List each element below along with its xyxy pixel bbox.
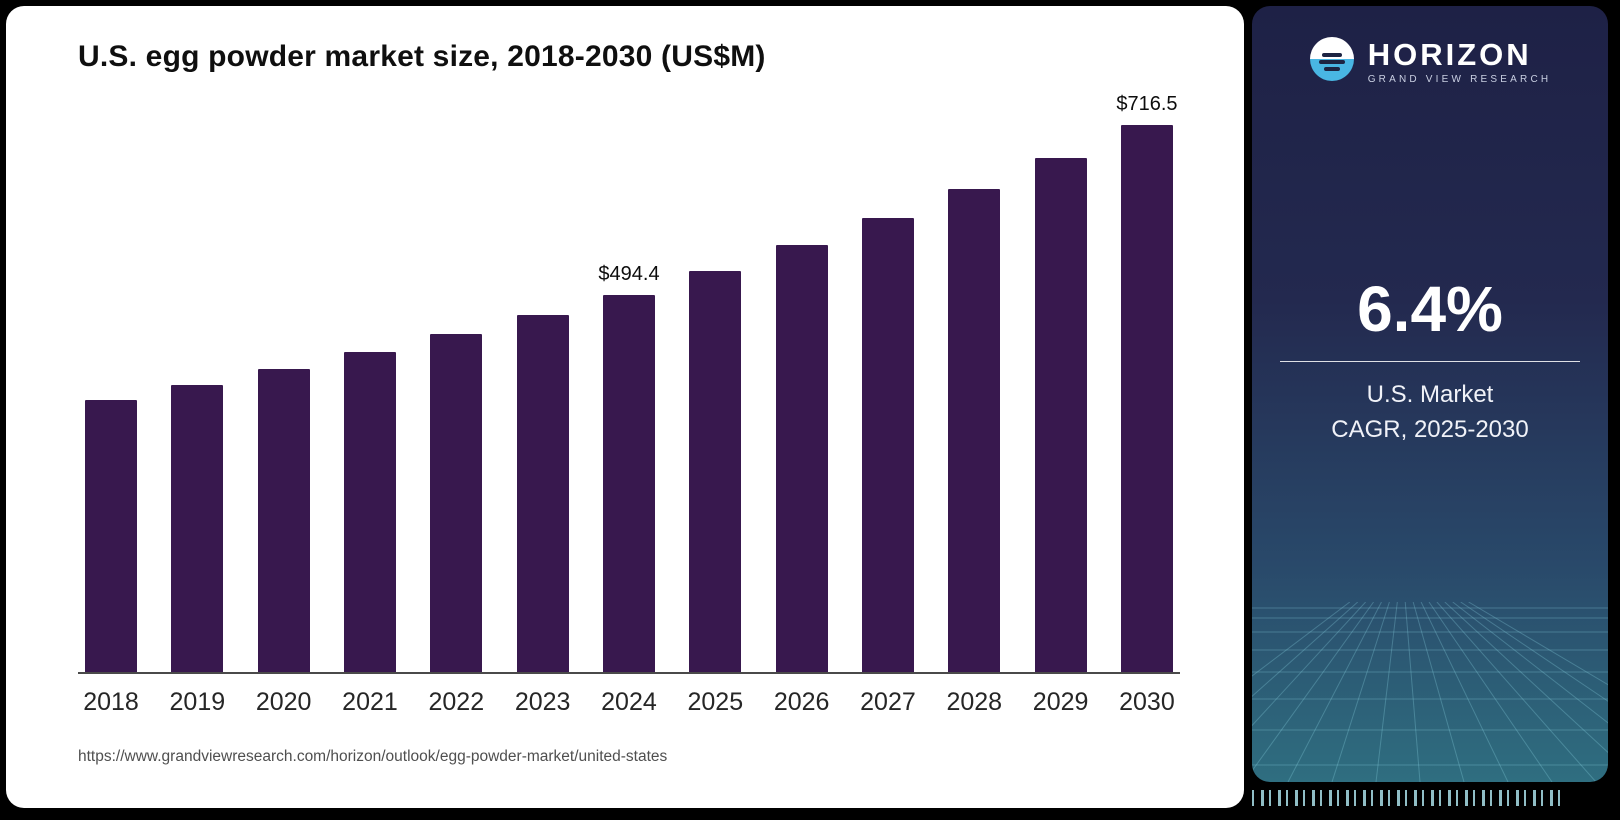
bar-2030 (1120, 125, 1173, 672)
bar-2022 (430, 334, 483, 672)
brand-name: HORIZON (1367, 36, 1532, 72)
chart-title: U.S. egg powder market size, 2018-2030 (… (78, 40, 766, 73)
x-tick-2019: 2019 (169, 688, 226, 716)
bar-column-2027 (859, 218, 917, 672)
bar-2029 (1034, 158, 1087, 672)
sidebar: HORIZON GRAND VIEW RESEARCH 6.4% U.S. Ma… (1252, 6, 1608, 782)
brand-subtitle: GRAND VIEW RESEARCH (1367, 73, 1552, 85)
bar-column-2019 (168, 385, 226, 672)
bar-value-label-2024: $494.4 (598, 262, 660, 285)
cagr-stat: 6.4% U.S. Market CAGR, 2025-2030 (1252, 277, 1608, 448)
bar-2023 (516, 315, 569, 672)
stat-label-line1: U.S. Market (1366, 381, 1494, 408)
bar-2025 (689, 271, 742, 672)
x-tick-2029: 2029 (1032, 688, 1089, 716)
x-tick-2022: 2022 (428, 688, 485, 716)
bar-column-2030: $716.5 (1116, 93, 1178, 672)
brand-text: HORIZON GRAND VIEW RESEARCH (1368, 39, 1552, 85)
source-url: https://www.grandviewresearch.com/horizo… (78, 748, 668, 765)
barcode-decoration (1252, 790, 1564, 806)
bar-column-2018 (82, 400, 140, 672)
bar-column-2028 (945, 189, 1003, 672)
bar-2027 (861, 218, 914, 672)
x-tick-2028: 2028 (946, 688, 1003, 716)
bar-2024 (602, 294, 655, 672)
plot-area: $494.4 $716.5 2018 2019 2020 2021 2022 2023 202… (78, 93, 1180, 717)
bar-column-2024: $494.4 (598, 262, 660, 672)
x-tick-2018: 2018 (83, 688, 139, 716)
bar-2021 (343, 352, 396, 672)
brand-logo: HORIZON GRAND VIEW RESEARCH (1309, 36, 1552, 87)
x-tick-2027: 2027 (860, 688, 916, 716)
bar-2018 (85, 400, 137, 672)
chart-card: U.S. egg powder market size, 2018-2030 (… (6, 6, 1244, 808)
bar-column-2020 (255, 368, 313, 672)
x-tick-2021: 2021 (342, 688, 398, 716)
x-tick-2023: 2023 (514, 688, 571, 716)
bar-2019 (171, 385, 224, 672)
x-tick-2025: 2025 (687, 688, 744, 716)
bar-column-2029 (1032, 158, 1090, 672)
bar-value-label-2030: $716.5 (1116, 93, 1178, 116)
bar-column-2025 (686, 271, 744, 672)
bar-2020 (257, 368, 310, 672)
x-tick-2024: 2024 (601, 688, 657, 716)
x-tick-2026: 2026 (773, 688, 830, 716)
stat-label-line2: CAGR, 2025-2030 (1331, 415, 1529, 443)
bar-column-2022 (427, 334, 485, 672)
bar-column-2021 (341, 352, 399, 672)
bar-column-2026 (773, 245, 831, 672)
bar-column-2023 (514, 315, 572, 672)
x-axis: 2018 2019 2020 2021 2022 2023 2024 2025 2026 2027… (78, 688, 1180, 717)
bar-2028 (948, 189, 1001, 672)
x-tick-2020: 2020 (255, 688, 312, 716)
horizon-logo-icon (1309, 36, 1355, 87)
x-tick-2030: 2030 (1119, 688, 1175, 716)
bars: $494.4 $716.5 (78, 93, 1180, 674)
stat-divider (1280, 361, 1580, 362)
wireframe-mesh-graphic (1252, 601, 1608, 782)
bar-2026 (775, 245, 828, 672)
cagr-value: 6.4% (1357, 273, 1503, 345)
